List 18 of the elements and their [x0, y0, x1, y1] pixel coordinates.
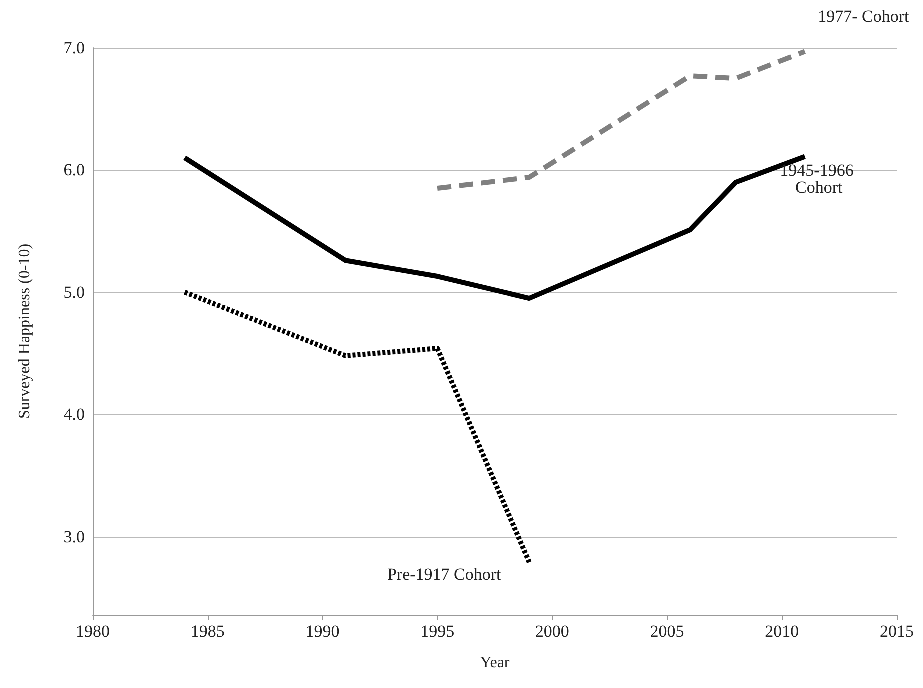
series-label: 1977- Cohort — [818, 7, 910, 26]
y-tick-label: 7.0 — [64, 38, 85, 58]
x-tick-label: 1990 — [306, 622, 340, 641]
y-tick-label: 6.0 — [64, 160, 85, 180]
y-tick-label: 3.0 — [64, 527, 85, 546]
x-tick-label: 1980 — [76, 622, 110, 641]
series-label: 1945-1966 Cohort — [780, 160, 858, 197]
series-label: Pre-1917 Cohort — [387, 564, 502, 584]
y-tick-label: 4.0 — [64, 405, 85, 424]
x-tick-label: 2010 — [765, 622, 800, 641]
x-axis-title: Year — [480, 654, 510, 672]
y-axis-title: Surveyed Happiness (0-10) — [16, 244, 34, 420]
x-tick-label: 2015 — [880, 622, 914, 641]
x-tick-label: 2000 — [535, 622, 570, 641]
x-tick-label: 1995 — [420, 622, 455, 641]
y-tick-label: 5.0 — [64, 282, 85, 302]
x-tick-label: 2005 — [650, 622, 684, 641]
x-tick-label: 1985 — [190, 622, 225, 641]
